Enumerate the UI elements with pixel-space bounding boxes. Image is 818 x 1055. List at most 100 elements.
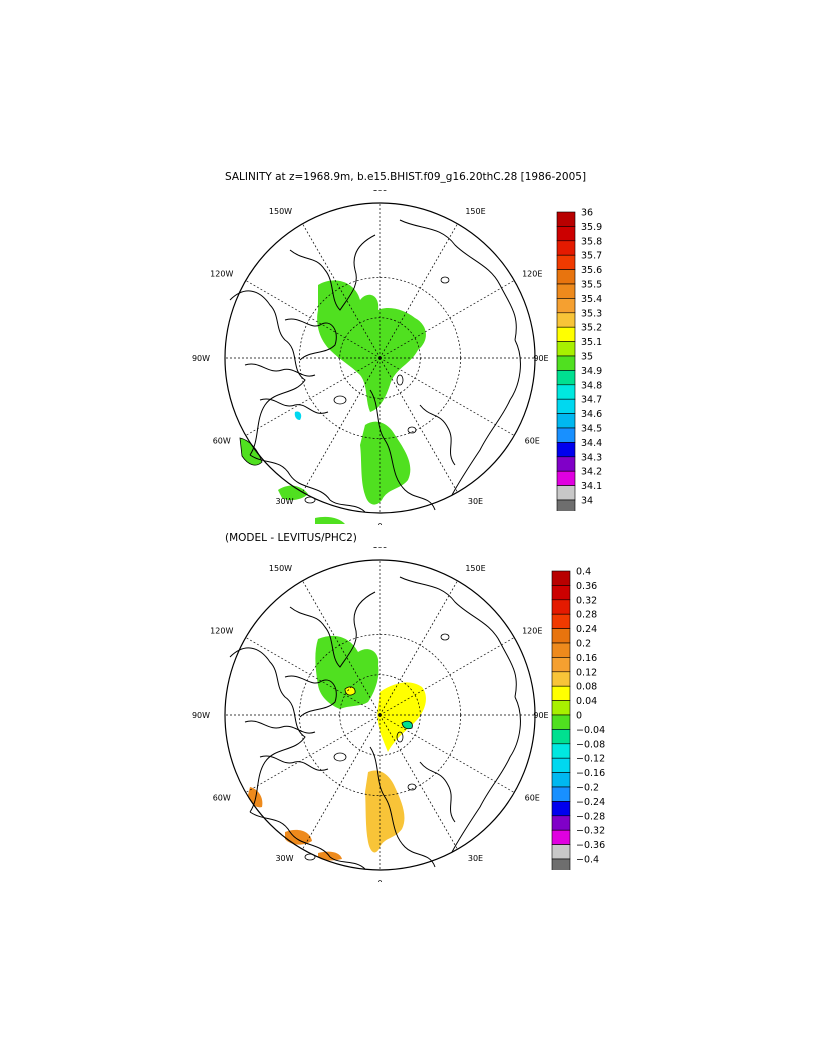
- colorbar-tick-label: −0.2: [576, 783, 599, 794]
- longitude-label: 90W: [192, 711, 210, 720]
- longitude-label: 150E: [465, 564, 485, 573]
- colorbar-tick-label: 34.9: [581, 366, 602, 377]
- colorbar-tick-label: −0.4: [576, 855, 599, 866]
- longitude-label: 0: [377, 879, 382, 882]
- longitude-label: 30W: [275, 497, 293, 506]
- meridian-line: [245, 714, 381, 793]
- colorbar-swatch: [551, 585, 571, 601]
- colorbar-swatch: [551, 743, 571, 759]
- meridian-line: [379, 714, 458, 850]
- island: [304, 853, 316, 861]
- colorbar-swatch: [556, 485, 576, 501]
- colorbar-tick-label: −0.08: [576, 739, 605, 750]
- longitude-label: 0: [377, 522, 382, 525]
- longitude-label: 150W: [269, 207, 292, 216]
- island: [304, 496, 316, 504]
- coastline: [229, 647, 306, 813]
- colorbar-tick-label: 35.1: [581, 337, 602, 348]
- colorbar-tick-label: −0.16: [576, 768, 605, 779]
- colorbar-tick-label: −0.36: [576, 840, 605, 851]
- coastline: [419, 404, 456, 466]
- colorbar-tick-label: 34.1: [581, 481, 602, 492]
- colorbar-tick-label: 0.2: [576, 639, 591, 650]
- colorbar-swatch: [551, 815, 571, 831]
- salinity-panel: SALINITY at z=1968.9m, b.e15.BHIST.f09_g…: [0, 168, 818, 525]
- colorbar-tick-label: −0.04: [576, 725, 605, 736]
- coastline: [249, 454, 366, 513]
- field-region: [365, 770, 405, 853]
- coastline: [399, 219, 517, 341]
- colorbar-tick-label: 35.7: [581, 251, 602, 262]
- colorbar-tick-label: 0.32: [576, 595, 597, 606]
- field-region: [317, 280, 426, 412]
- field-region: [344, 686, 356, 696]
- longitude-label: 30E: [468, 497, 483, 506]
- colorbar-tick-label: 35: [581, 352, 593, 363]
- colorbar-tick-label: 0: [576, 711, 582, 722]
- colorbar-tick-label: 34: [581, 496, 593, 507]
- colorbar-tick-label: 34.3: [581, 452, 602, 463]
- colorbar-swatch: [556, 413, 576, 429]
- meridian-line: [302, 357, 381, 493]
- colorbar-swatch: [556, 298, 576, 314]
- polar-map: 180 150E 120E 90E 60E 30E 0 30W 60W 90W 120W 150W: [192, 547, 549, 882]
- colorbar-swatch: [556, 269, 576, 285]
- field-region: [315, 516, 345, 524]
- colorbar-swatch: [556, 226, 576, 242]
- colorbar-tick-label: 35.2: [581, 323, 602, 334]
- colorbar-tick-label: 0.28: [576, 610, 597, 621]
- colorbar-swatch: [551, 858, 571, 870]
- field-region: [278, 485, 308, 501]
- coastline: [249, 811, 366, 870]
- colorbar-swatch: [556, 341, 576, 357]
- meridian-line: [245, 280, 381, 359]
- meridian-line: [245, 357, 381, 436]
- island: [440, 633, 450, 641]
- colorbar-swatch: [551, 613, 571, 629]
- longitude-label: 60W: [213, 437, 231, 446]
- colorbar-tick-label: 34.6: [581, 409, 602, 420]
- chart-title: SALINITY at z=1968.9m, b.e15.BHIST.f09_g…: [225, 171, 587, 183]
- coastline: [259, 398, 329, 414]
- colorbar-tick-label: 36: [581, 208, 593, 219]
- colorbar-swatch: [556, 283, 576, 299]
- longitude-label: 180: [372, 547, 387, 550]
- island: [333, 395, 347, 405]
- island: [396, 731, 404, 743]
- colorbar-tick-label: −0.12: [576, 754, 605, 765]
- colorbar-tick-label: −0.32: [576, 826, 605, 837]
- island: [440, 276, 450, 284]
- colorbar-swatch: [556, 240, 576, 256]
- colorbar-tick-label: 35.8: [581, 236, 602, 247]
- coastline: [284, 675, 337, 718]
- colorbar-swatch: [556, 427, 576, 443]
- field-region: [360, 421, 411, 505]
- colorbar-swatch: [556, 211, 576, 227]
- coastline: [244, 363, 316, 377]
- coastline: [289, 591, 376, 668]
- polar-map: 180 150E 120E 90E 60E 30E 0 30W 60W 90W 120W 150W: [192, 190, 549, 525]
- chart-title: (MODEL - LEVITUS/PHC2): [225, 532, 357, 544]
- colorbar-swatch: [556, 355, 576, 371]
- colorbar-tick-label: 34.5: [581, 424, 602, 435]
- colorbar-tick-label: 0.04: [576, 696, 597, 707]
- meridian-line: [379, 580, 458, 716]
- coastline: [369, 746, 436, 868]
- field-region: [318, 851, 342, 861]
- colorbar: 0.4 0.36 0.32 0.28 0.24 0.2 0.16 0.12 0.08 0.04 0 −…: [551, 567, 605, 870]
- meridian-line: [379, 357, 458, 493]
- colorbar-swatch: [556, 470, 576, 486]
- colorbar-swatch: [551, 757, 571, 773]
- coastline: [399, 576, 517, 698]
- meridian-line: [245, 637, 381, 716]
- colorbar-tick-label: −0.24: [576, 797, 605, 808]
- colorbar-tick-label: 0.16: [576, 653, 597, 664]
- longitude-label: 90E: [533, 711, 548, 720]
- field-region: [294, 411, 302, 420]
- colorbar-tick-label: 0.36: [576, 581, 597, 592]
- difference-panel: (MODEL - LEVITUS/PHC2) 180 150E 120E 90E 60E…: [0, 525, 818, 882]
- meridian-line: [379, 357, 515, 436]
- field-region: [239, 437, 263, 466]
- coastline: [451, 339, 521, 496]
- coastline: [229, 290, 306, 456]
